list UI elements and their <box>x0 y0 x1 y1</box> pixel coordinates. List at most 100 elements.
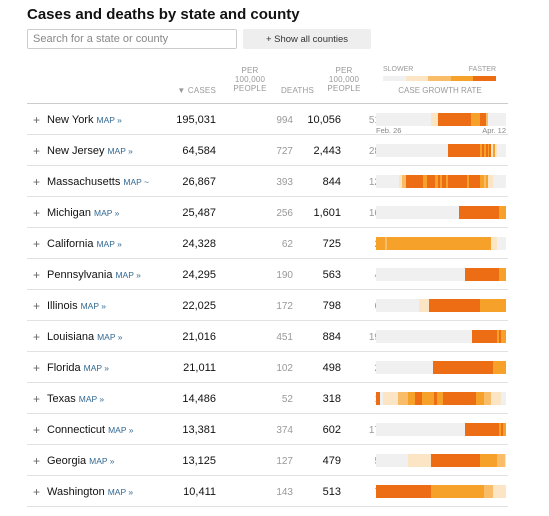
expand-icon[interactable]: + <box>32 175 40 189</box>
growth-day-cell <box>383 237 386 250</box>
state-name[interactable]: New York MAP » <box>47 114 122 126</box>
expand-icon[interactable]: + <box>32 454 40 468</box>
expand-icon[interactable]: + <box>32 113 40 127</box>
growth-day-cell <box>489 485 492 498</box>
growth-day-cell <box>381 299 384 312</box>
growth-day-cell <box>438 113 441 126</box>
expand-icon[interactable]: + <box>32 237 40 251</box>
growth-day-cell <box>498 454 501 467</box>
map-link[interactable]: MAP » <box>96 115 122 125</box>
growth-day-cell <box>483 454 486 467</box>
deaths-per-100k-value: 5 <box>342 456 380 467</box>
growth-day-cell <box>432 268 435 281</box>
map-link[interactable]: MAP ~ <box>123 177 149 187</box>
map-link[interactable]: MAP » <box>89 456 115 466</box>
growth-day-cell <box>487 392 490 405</box>
growth-day-cell <box>393 454 395 467</box>
expand-icon[interactable]: + <box>32 268 40 282</box>
growth-day-cell <box>497 113 499 126</box>
growth-day-cell <box>470 392 473 405</box>
growth-day-cell <box>481 330 484 343</box>
growth-day-cell <box>461 423 463 436</box>
map-link[interactable]: MAP » <box>83 363 109 373</box>
cases-per-100k-value: 727 <box>276 146 293 157</box>
show-all-counties-button[interactable]: + Show all counties <box>243 29 371 49</box>
cases-per-100k-value: 451 <box>276 332 293 343</box>
map-link[interactable]: MAP » <box>97 332 123 342</box>
state-row[interactable]: + Massachusetts MAP ~ 26,867 393 844 12 <box>27 166 508 197</box>
expand-icon[interactable]: + <box>32 299 40 313</box>
growth-day-cell <box>470 206 473 219</box>
legend-swatch <box>450 76 474 81</box>
expand-icon[interactable]: + <box>32 423 40 437</box>
growth-day-cell <box>451 330 454 343</box>
state-row[interactable]: + New Jersey MAP » 64,584 727 2,443 28 <box>27 135 508 166</box>
growth-day-cell <box>485 423 488 436</box>
growth-day-cell <box>381 144 384 157</box>
map-link[interactable]: MAP » <box>78 394 105 404</box>
state-name[interactable]: New Jersey MAP » <box>47 145 133 157</box>
map-link[interactable]: MAP » <box>80 301 106 311</box>
growth-day-cell <box>394 175 397 188</box>
growth-day-cell <box>394 454 397 467</box>
growth-day-cell <box>455 454 458 467</box>
expand-icon[interactable]: + <box>32 330 40 344</box>
map-link[interactable]: MAP » <box>107 146 133 156</box>
growth-day-cell <box>408 423 411 436</box>
growth-day-cell <box>434 113 437 126</box>
growth-day-cell <box>440 423 443 436</box>
expand-icon[interactable]: + <box>32 392 40 406</box>
state-name[interactable]: Washington MAP » <box>47 486 133 498</box>
state-row[interactable]: + Connecticut MAP » 13,381 374 602 17 <box>27 414 508 445</box>
state-name[interactable]: Georgia MAP » <box>47 455 115 467</box>
state-row[interactable]: + New York MAP » 195,031 994 10,056 51 Feb. 26 A… <box>27 104 508 135</box>
state-name[interactable]: Michigan MAP » <box>47 207 119 219</box>
growth-day-cell <box>434 175 437 188</box>
growth-day-cell <box>489 237 492 250</box>
growth-day-cell <box>423 485 426 498</box>
state-row[interactable]: + Michigan MAP » 25,487 256 1,601 16 <box>27 197 508 228</box>
growth-day-cell <box>379 454 382 467</box>
state-name[interactable]: Illinois MAP » <box>47 300 106 312</box>
cases-value: 24,328 <box>182 238 216 250</box>
state-name[interactable]: Massachusetts MAP ~ <box>47 176 149 188</box>
expand-icon[interactable]: + <box>32 485 40 499</box>
deaths-value: 563 <box>322 269 341 281</box>
growth-day-cell <box>449 113 452 126</box>
state-name[interactable]: Connecticut MAP » <box>47 424 133 436</box>
growth-day-cell <box>434 237 437 250</box>
state-name[interactable]: Florida MAP » <box>47 362 109 374</box>
expand-icon[interactable]: + <box>32 206 40 220</box>
growth-day-cell <box>442 485 445 498</box>
expand-icon[interactable]: + <box>32 361 40 375</box>
growth-day-cell <box>428 206 431 219</box>
map-link[interactable]: MAP » <box>107 487 134 497</box>
map-link[interactable]: MAP » <box>108 425 134 435</box>
growth-day-cell <box>411 206 414 219</box>
growth-day-cell <box>376 392 378 405</box>
growth-day-cell <box>440 113 443 126</box>
map-link[interactable]: MAP » <box>115 270 141 280</box>
growth-day-cell <box>406 454 409 467</box>
growth-day-cell <box>459 423 462 436</box>
state-name[interactable]: California MAP » <box>47 238 122 250</box>
search-input[interactable] <box>27 29 237 49</box>
map-link[interactable]: MAP » <box>96 239 122 249</box>
cases-column-header[interactable]: ▼ CASES <box>177 86 216 95</box>
growth-day-cell <box>444 330 446 343</box>
state-name[interactable]: Louisiana MAP » <box>47 331 122 343</box>
state-name[interactable]: Pennsylvania MAP » <box>47 269 141 281</box>
growth-day-cell <box>437 392 440 405</box>
deaths-column-header[interactable]: DEATHS <box>280 86 314 95</box>
expand-icon[interactable]: + <box>32 144 40 158</box>
map-link[interactable]: MAP » <box>94 208 120 218</box>
state-name[interactable]: Texas MAP » <box>47 393 104 405</box>
state-row[interactable]: + Louisiana MAP » 21,016 451 884 19 <box>27 321 508 352</box>
